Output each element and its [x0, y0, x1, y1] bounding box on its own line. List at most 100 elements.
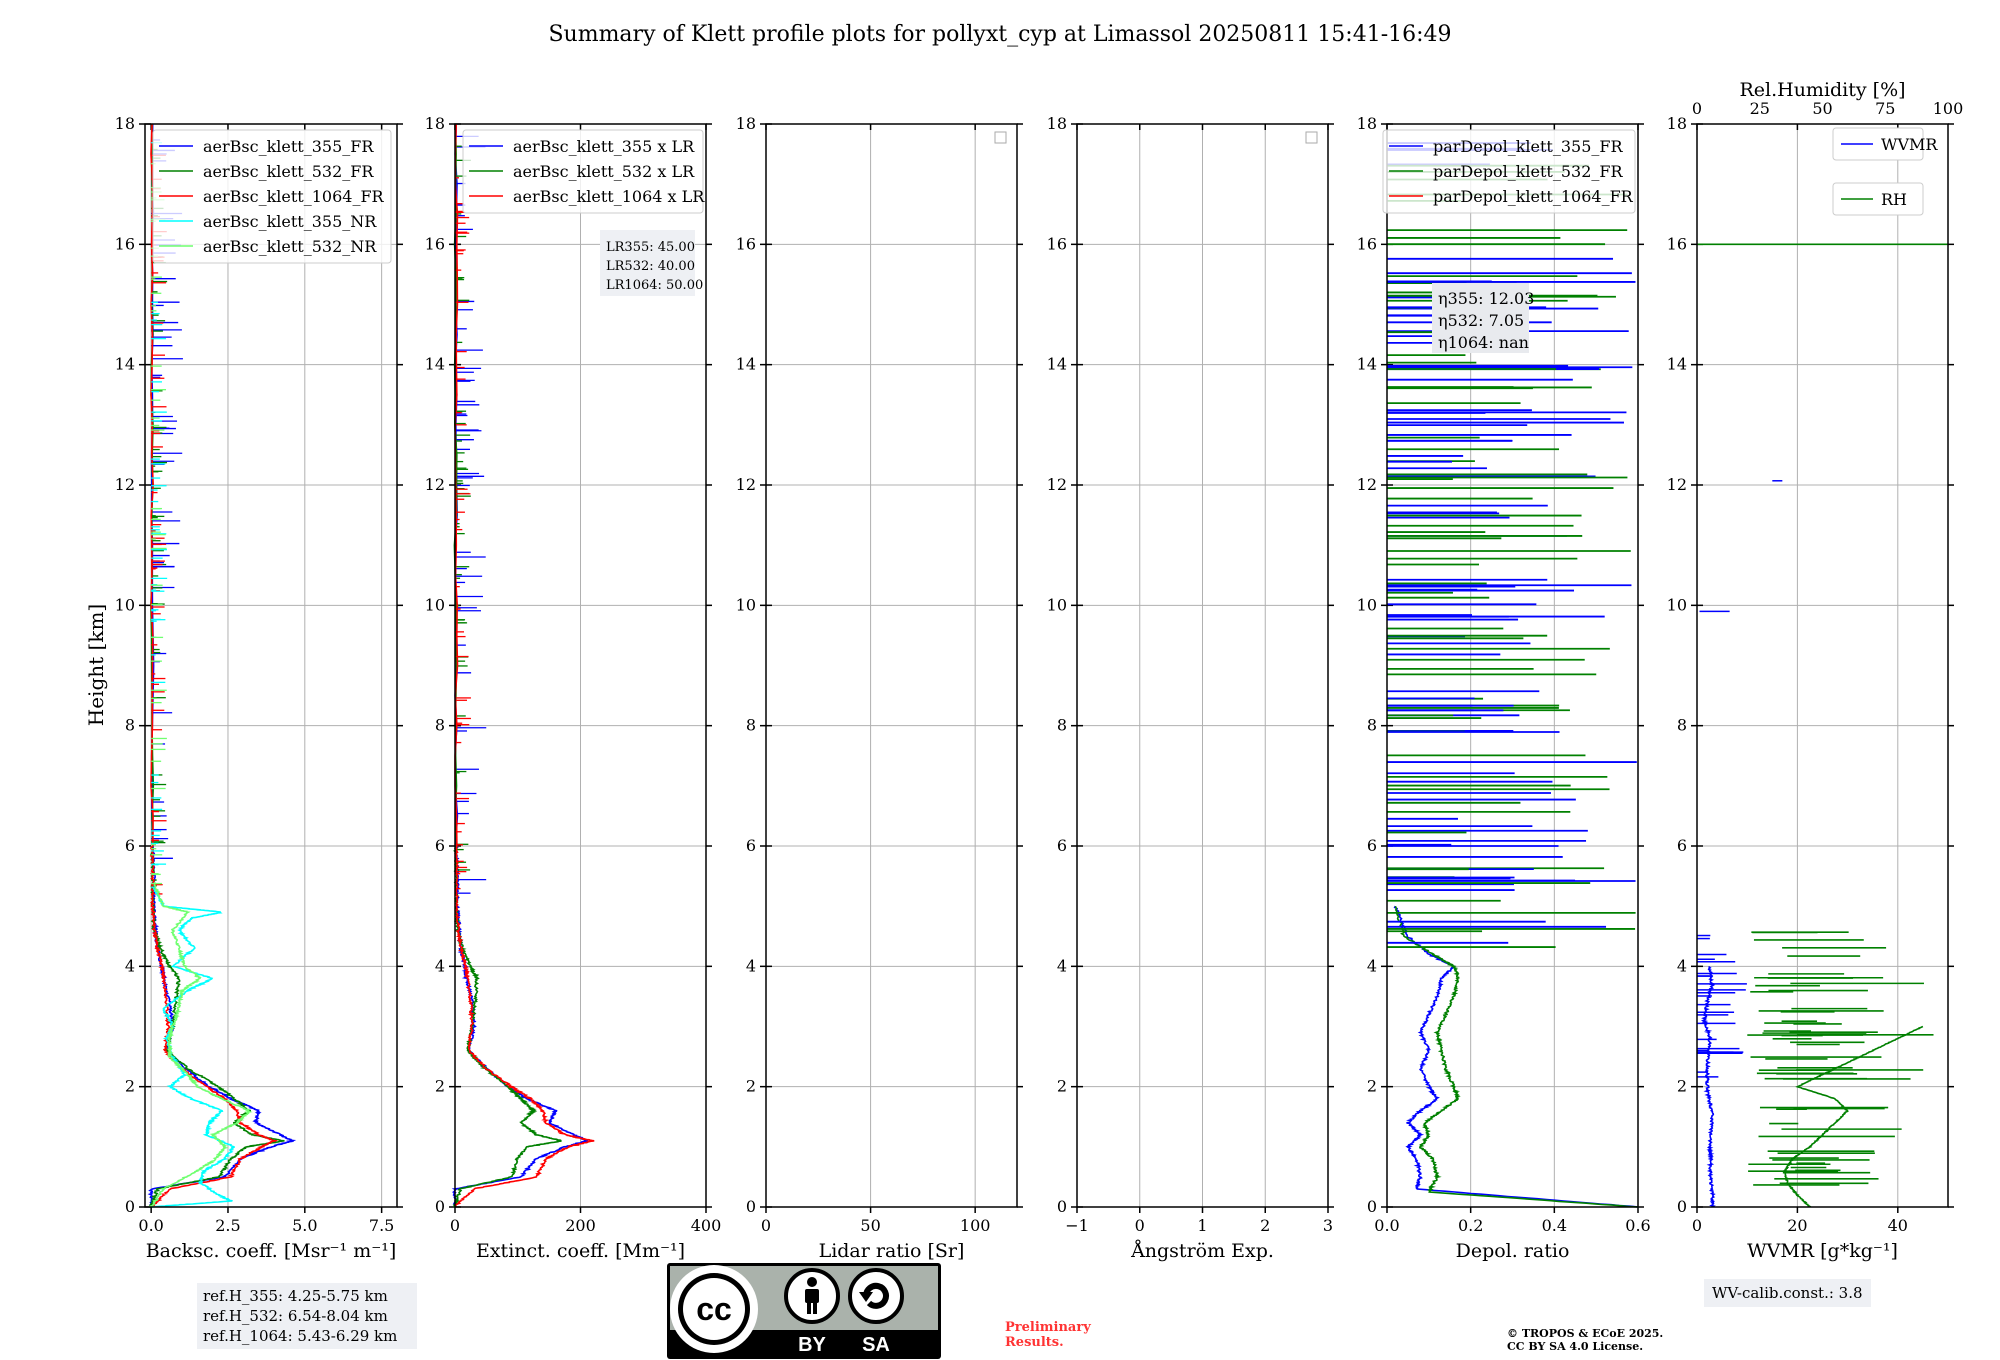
legend-box	[462, 129, 704, 214]
xtick-label: 200	[565, 1216, 596, 1235]
legend-label: aerBsc_klett_1064 x LR	[513, 187, 705, 206]
axes-frame	[1076, 123, 1329, 1208]
xtick-label: 0	[1692, 1216, 1702, 1235]
ytick-label: 2	[1057, 1077, 1067, 1096]
legend-label: aerBsc_klett_532 x LR	[513, 162, 695, 181]
preliminary-results-note: Preliminary Results.	[1005, 1320, 1091, 1350]
axes-frame	[765, 123, 1018, 1208]
xtick-label: 2	[1260, 1216, 1270, 1235]
ytick-label: 16	[425, 234, 445, 253]
ytick-label: 16	[115, 234, 135, 253]
x-axis-label: Ångström Exp.	[1130, 1240, 1274, 1262]
preliminary-line-1: Preliminary	[1005, 1320, 1091, 1335]
axes-frame	[144, 123, 398, 1208]
ytick-label: 6	[1057, 836, 1067, 855]
ytick-label: 16	[1047, 234, 1067, 253]
ytick-label: 18	[1047, 114, 1067, 133]
xtick-label: 1	[1197, 1216, 1207, 1235]
xtick-label: 0.2	[1458, 1216, 1483, 1235]
ytick-label: 12	[115, 475, 135, 494]
ytick-label: 8	[746, 716, 756, 735]
xtick-label: 0	[1135, 1216, 1145, 1235]
series-parDepol_klett_532_FR	[1394, 905, 1639, 1208]
legend-box	[1382, 129, 1636, 214]
xtick-label: 100	[960, 1216, 991, 1235]
y-axis-label: Height [km]	[84, 604, 108, 726]
panel-depol: 0 2 4 6 8 10 12 14 16 18 0.0 0.2 0.4 0.6 Depol. ratio p…	[1357, 114, 1651, 1262]
ytick-label: 10	[1047, 595, 1067, 614]
ytick-label: 12	[736, 475, 756, 494]
legend-label: aerBsc_klett_532_FR	[203, 162, 374, 181]
ytick-label: 0	[1057, 1197, 1067, 1216]
series-RH	[1782, 1025, 1924, 1208]
panel-wvmr: 0 2 4 6 8 10 12 14 16 18 0 20 40 Rel.Humidity [%] 0 25 5…	[1667, 79, 1964, 1262]
ref-height-532: ref.H_532: 6.54-8.04 km	[203, 1307, 388, 1325]
ytick-label: 18	[1667, 114, 1687, 133]
copyright-line-2: CC BY SA 4.0 License.	[1507, 1340, 1644, 1353]
legend-label: aerBsc_klett_355 x LR	[513, 137, 695, 156]
rh-tick-label: 75	[1875, 99, 1895, 118]
ytick-label: 12	[1357, 475, 1377, 494]
ytick-label: 16	[736, 234, 756, 253]
lr-value: LR532: 40.00	[606, 259, 695, 274]
ytick-label: 6	[1677, 836, 1687, 855]
ytick-label: 6	[1367, 836, 1377, 855]
x-axis-label: WVMR [g*kg⁻¹]	[1747, 1240, 1898, 1262]
ytick-label: 4	[746, 956, 756, 975]
ytick-label: 12	[1047, 475, 1067, 494]
cc-license-logo: cc BY SA	[667, 1263, 941, 1359]
legend-label: aerBsc_klett_1064_FR	[203, 187, 385, 206]
rh-axis-label: Rel.Humidity [%]	[1739, 79, 1905, 101]
xtick-label: 5.0	[292, 1216, 317, 1235]
panel-backscatter: 0 2 4 6 8 10 12 14 16 18 0.0 2.5 5.0 7.5 Backsc. coeff…	[115, 114, 403, 1262]
ytick-label: 8	[125, 716, 135, 735]
ytick-label: 14	[115, 355, 135, 374]
ytick-label: 0	[1677, 1197, 1687, 1216]
legend-label: aerBsc_klett_532_NR	[203, 237, 377, 256]
legend-label: parDepol_klett_355_FR	[1433, 137, 1624, 156]
ytick-label: 2	[1677, 1077, 1687, 1096]
legend-box	[1832, 182, 1924, 216]
xtick-label: 0.6	[1625, 1216, 1650, 1235]
ytick-label: 10	[1667, 595, 1687, 614]
axes-frame	[1386, 123, 1639, 1208]
ytick-label: 14	[736, 355, 756, 374]
ref-height-1064: ref.H_1064: 5.43-6.29 km	[203, 1327, 398, 1345]
ref-height-355: ref.H_355: 4.25-5.75 km	[203, 1287, 388, 1305]
ytick-label: 18	[736, 114, 756, 133]
ytick-label: 8	[1057, 716, 1067, 735]
axes-frame	[1696, 123, 1949, 1208]
ytick-label: 16	[1667, 234, 1687, 253]
xtick-label: 0.0	[138, 1216, 163, 1235]
xtick-label: −1	[1065, 1216, 1089, 1235]
ytick-label: 8	[1367, 716, 1377, 735]
eta-annotation: η355: 12.03 η532: 7.05 η1064: nan	[1432, 283, 1534, 353]
eta-value: η1064: nan	[1438, 333, 1529, 352]
legend-box	[1832, 127, 1924, 161]
ytick-label: 0	[435, 1197, 445, 1216]
sa-label: SA	[862, 1334, 890, 1356]
xtick-label: 0	[761, 1216, 771, 1235]
x-axis-label: Backsc. coeff. [Msr⁻¹ m⁻¹]	[146, 1240, 397, 1262]
ytick-label: 10	[1357, 595, 1377, 614]
reference-height-box: ref.H_355: 4.25-5.75 km ref.H_532: 6.54-…	[197, 1283, 417, 1349]
lr-value: LR355: 45.00	[606, 240, 695, 255]
xtick-label: 0.0	[1374, 1216, 1399, 1235]
ytick-label: 14	[1357, 355, 1377, 374]
ytick-label: 12	[425, 475, 445, 494]
preliminary-line-2: Results.	[1005, 1335, 1064, 1350]
legend-label: WVMR	[1881, 135, 1938, 154]
legend-label: RH	[1881, 190, 1907, 209]
wv-calibration-box: WV-calib.const.: 3.8	[1704, 1279, 1871, 1307]
sa-icon	[848, 1268, 904, 1324]
ytick-label: 6	[746, 836, 756, 855]
ytick-label: 10	[425, 595, 445, 614]
ytick-label: 4	[125, 956, 135, 975]
series-aerBsc_klett_1064 x LR	[454, 123, 595, 1208]
series-aerBsc_klett_355_NR	[151, 887, 235, 1208]
xtick-label: 40	[1888, 1216, 1908, 1235]
lr-value: LR1064: 50.00	[606, 278, 703, 293]
ytick-label: 18	[425, 114, 445, 133]
